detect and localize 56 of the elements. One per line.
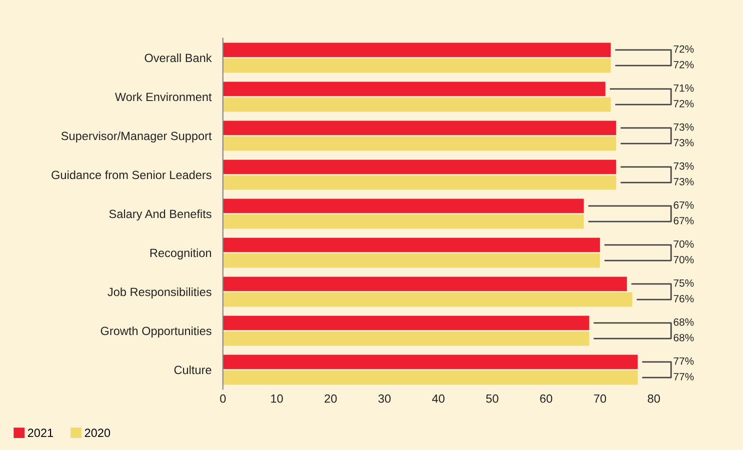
y-tick-label: Growth Opportunities bbox=[100, 326, 212, 338]
x-tick-label: 30 bbox=[378, 394, 391, 403]
y-tick-label: Job Responsibilities bbox=[108, 287, 212, 298]
data-label: 75% bbox=[674, 279, 694, 287]
data-label: 77% bbox=[674, 357, 694, 365]
bar bbox=[222, 292, 632, 307]
x-tick-label: 10 bbox=[271, 394, 283, 403]
data-label: 73% bbox=[674, 162, 694, 170]
bar bbox=[222, 175, 616, 190]
y-tick-label: Overall Bank bbox=[144, 53, 212, 62]
bar bbox=[222, 82, 606, 96]
bar bbox=[222, 331, 590, 346]
bar bbox=[222, 214, 584, 229]
bar bbox=[222, 354, 638, 370]
x-tick-label: 80 bbox=[648, 394, 660, 403]
x-tick-label: 50 bbox=[486, 394, 498, 403]
bar bbox=[222, 160, 616, 174]
bar bbox=[222, 97, 611, 112]
y-tick-label: Culture bbox=[174, 365, 212, 374]
legend-label: 2020 bbox=[84, 428, 110, 438]
data-label: 73% bbox=[674, 123, 694, 131]
y-tick-label: Salary And Benefits bbox=[109, 209, 212, 220]
data-label: 68% bbox=[674, 334, 694, 342]
bar bbox=[222, 316, 590, 330]
data-label: 73% bbox=[674, 178, 694, 186]
y-tick-label: Work Environment bbox=[114, 92, 212, 102]
legend-label: 2021 bbox=[28, 428, 54, 438]
x-tick-label: 40 bbox=[432, 394, 444, 403]
data-label: 77% bbox=[674, 373, 694, 380]
data-label: 76% bbox=[674, 294, 694, 302]
bar bbox=[222, 238, 600, 252]
bar bbox=[222, 276, 627, 292]
y-tick-label: Recognition bbox=[150, 248, 212, 260]
y-tick-label: Supervisor/Manager Support bbox=[61, 131, 212, 142]
bar bbox=[222, 136, 616, 151]
data-label: 67% bbox=[674, 201, 694, 209]
data-label: 73% bbox=[674, 138, 694, 146]
data-label: 67% bbox=[674, 216, 694, 224]
data-label: 71% bbox=[674, 84, 694, 92]
data-label: 68% bbox=[674, 318, 694, 326]
bar bbox=[222, 198, 584, 214]
data-label: 72% bbox=[674, 100, 694, 108]
x-tick-label: 0 bbox=[220, 394, 226, 403]
y-tick-label: Guidance from Senior Leaders bbox=[52, 170, 212, 180]
data-label: 72% bbox=[674, 60, 694, 68]
x-tick-label: 60 bbox=[540, 394, 552, 403]
bar bbox=[222, 370, 638, 385]
bar bbox=[222, 58, 611, 73]
x-tick-label: 20 bbox=[324, 394, 337, 403]
bar bbox=[222, 120, 616, 136]
x-tick-label: 70 bbox=[594, 394, 606, 403]
bar bbox=[222, 253, 600, 268]
data-label: 72% bbox=[674, 45, 694, 53]
data-label: 70% bbox=[674, 240, 694, 248]
bar bbox=[222, 42, 611, 58]
data-label: 70% bbox=[674, 256, 694, 264]
